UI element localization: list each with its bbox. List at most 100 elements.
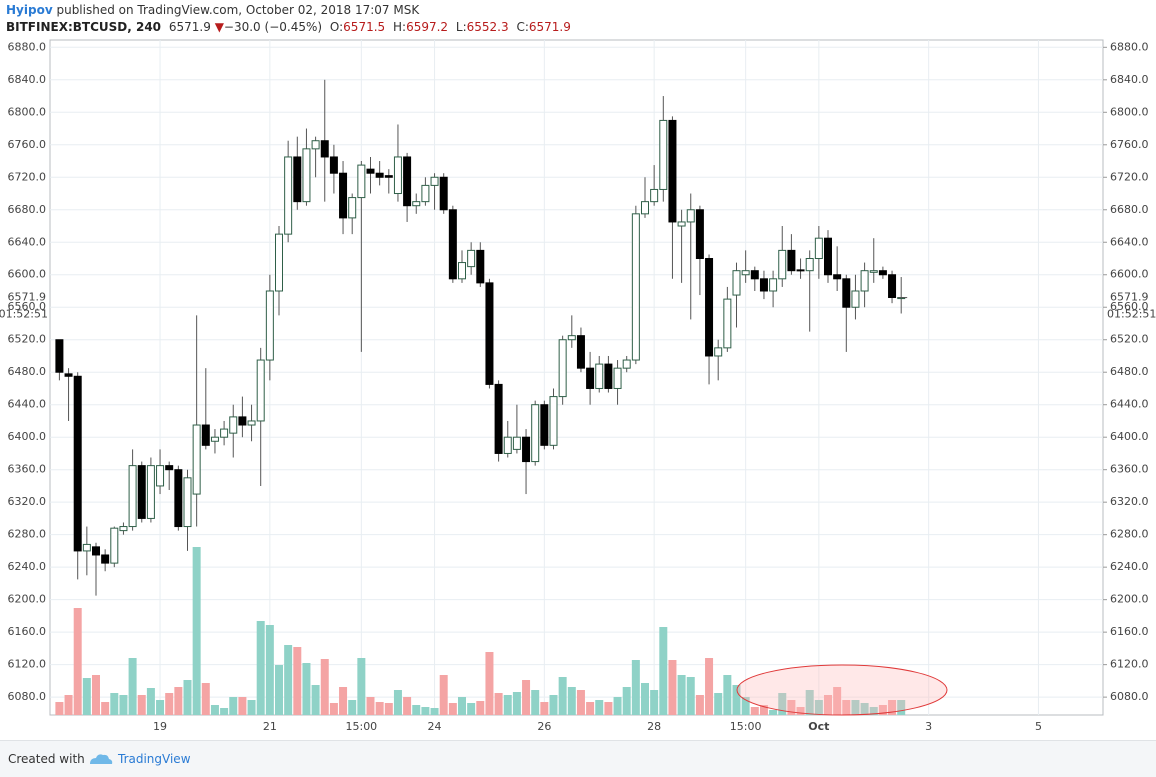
y-tick-label-left: 6240.0: [8, 560, 47, 573]
y-tick-label-left: 6160.0: [8, 625, 47, 638]
candle-body: [522, 436, 531, 463]
y-tick-label-left: 6640.0: [8, 235, 47, 248]
candle-body: [705, 258, 714, 357]
candle-body: [329, 156, 338, 174]
volume-bar: [641, 683, 649, 715]
candle-body: [677, 221, 686, 227]
volume-bar: [201, 683, 210, 715]
y-tick-label: 6560.0: [1110, 300, 1149, 313]
candle-body: [55, 339, 64, 373]
volume-bar: [165, 693, 174, 715]
candle-body: [439, 176, 448, 211]
candle-body: [622, 359, 631, 369]
candle-body: [805, 258, 814, 272]
y-tick-label: 6400.0: [1110, 430, 1149, 443]
y-tick-label: 6800.0: [1110, 105, 1149, 118]
candle-body: [796, 269, 805, 272]
symbol: BITFINEX:BTCUSD, 240: [6, 20, 162, 34]
volume-bar: [631, 660, 640, 715]
volume-bar: [430, 708, 439, 715]
volume-bar: [320, 659, 329, 715]
volume-bar: [128, 658, 137, 715]
volume-bar: [595, 700, 604, 715]
published: published on TradingView.com, October 02…: [56, 3, 420, 17]
candle-body: [137, 465, 146, 519]
candle-body: [339, 172, 348, 219]
volume-bar: [576, 690, 585, 715]
volume-bar: [210, 705, 219, 715]
candle-body: [265, 290, 274, 361]
candle-body: [668, 119, 677, 223]
volume-bar: [421, 707, 430, 715]
volume-bar: [833, 687, 842, 715]
candle-body: [586, 367, 595, 389]
volume-bar: [723, 675, 732, 715]
volume-bar: [549, 695, 558, 715]
volume-bar: [448, 703, 457, 715]
candle-body: [476, 249, 485, 284]
candle-body: [723, 298, 732, 349]
volume-bar: [613, 697, 622, 715]
volume-bar: [787, 700, 796, 715]
y-tick-label-left: 6360.0: [8, 463, 47, 476]
candle-body: [92, 546, 100, 556]
candle-body: [686, 209, 695, 223]
y-tick-label: 6680.0: [1110, 203, 1149, 216]
candle-body: [384, 175, 393, 178]
candle-body: [888, 274, 897, 298]
y-tick-label-left: 6280.0: [8, 528, 47, 541]
candle-body: [366, 168, 375, 174]
candle-body: [613, 367, 622, 389]
candle-body: [732, 270, 741, 296]
highlight-ellipse: [736, 664, 948, 716]
o-label: O:: [329, 20, 344, 34]
y-tick-label: 6520.0: [1110, 333, 1149, 346]
c-value: 6571.9: [528, 20, 571, 34]
y-tick-label: 6080.0: [1110, 690, 1149, 703]
candle-body: [549, 396, 558, 446]
o-value: 6571.5: [343, 20, 386, 34]
header: Hyipov published on TradingView.com, Oct…: [6, 2, 571, 36]
y-tick-label: 6880.0: [1110, 40, 1149, 53]
candle-body: [256, 359, 265, 422]
candle-body: [430, 176, 439, 186]
candle-body: [631, 213, 640, 361]
volume-bar: [311, 685, 320, 715]
volume-bar: [137, 695, 146, 715]
volume-bar: [567, 687, 576, 715]
candle-body: [833, 274, 842, 280]
y-tick-label: 6440.0: [1110, 398, 1149, 411]
x-tick-label: Oct: [808, 720, 829, 733]
x-tick-label: 19: [153, 720, 167, 733]
last-price: 6571.9: [168, 20, 211, 34]
candle-body: [146, 465, 155, 519]
volume-bar: [503, 695, 512, 715]
volume-bar: [256, 621, 265, 715]
x-tick-label: 5: [1035, 720, 1042, 733]
candle-body: [787, 249, 796, 272]
candle-body: [238, 416, 247, 426]
volume-bar: [512, 692, 521, 715]
plot-frame: [49, 39, 1104, 716]
publish-line: Hyipov published on TradingView.com, Oct…: [6, 2, 571, 19]
volume-bar: [650, 690, 659, 715]
volume-bar: [229, 697, 238, 715]
candle-body: [778, 249, 787, 280]
volume-bar: [686, 677, 695, 715]
volume-bar: [439, 675, 448, 715]
y-tick-label: 6600.0: [1110, 268, 1149, 281]
candle-body: [595, 363, 604, 389]
candle-body: [348, 197, 357, 219]
volume-bar: [284, 645, 293, 715]
brand[interactable]: TradingView: [118, 752, 191, 766]
volume-bar: [384, 703, 393, 715]
volume-bar: [476, 701, 485, 715]
y-tick-label-left: 6560.0: [8, 300, 47, 313]
volume-bar: [467, 703, 476, 715]
candle-body: [64, 373, 73, 377]
volume-bar: [531, 690, 540, 715]
candle-body: [156, 465, 165, 487]
volume-bar: [156, 700, 165, 715]
y-tick-label-left: 6840.0: [8, 73, 47, 86]
candle-body: [759, 278, 768, 292]
